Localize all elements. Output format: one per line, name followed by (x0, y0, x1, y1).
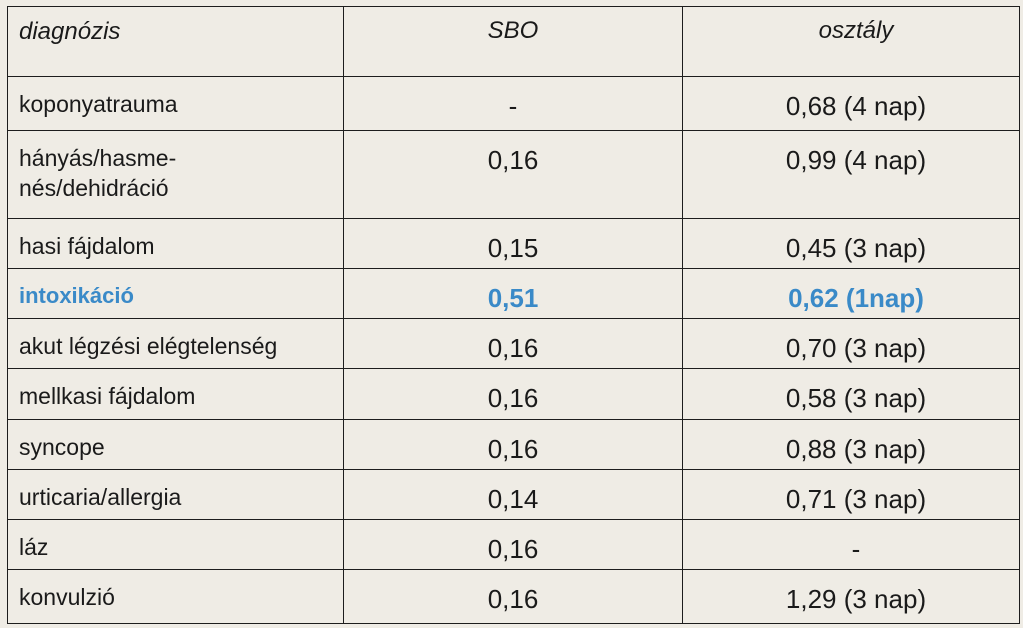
diagnosis-cell: hasi fájdalom (7, 218, 344, 270)
table-row: urticaria/allergia 0,14 0,71 (3 nap) (7, 468, 1020, 520)
osztaly-cell: 0,70 (3 nap) (682, 318, 1020, 370)
osztaly-cell: - (682, 518, 1020, 570)
diagnosis-cell: akut légzési elégtelenség (7, 318, 344, 370)
diagnosis-line: nés/dehidráció (19, 175, 169, 202)
sbo-cell: 0,16 (343, 318, 683, 370)
diagnosis-cell: hányás/hasme- nés/dehidráció (7, 130, 344, 220)
table-row: hasi fájdalom 0,15 0,45 (3 nap) (7, 218, 1020, 270)
sbo-cell: 0,16 (343, 518, 683, 570)
sbo-cell: 0,16 (343, 130, 683, 220)
sbo-cell: - (343, 75, 683, 132)
diagnosis-line: hányás/hasme- (19, 145, 177, 172)
osztaly-cell: 0,88 (3 nap) (682, 418, 1020, 470)
diagnosis-cell: láz (7, 518, 344, 570)
table-row-highlighted: intoxikáció 0,51 0,62 (1nap) (7, 268, 1020, 320)
diagnosis-cell: konvulzió (7, 568, 344, 625)
header-osztaly: osztály (682, 6, 1020, 77)
table-row: koponyatrauma - 0,68 (4 nap) (7, 75, 1020, 132)
diagnosis-cell: urticaria/allergia (7, 468, 344, 520)
table-row: láz 0,16 - (7, 518, 1020, 570)
diagnosis-cell: intoxikáció (7, 268, 344, 320)
diagnosis-cell: syncope (7, 418, 344, 470)
table-row: hányás/hasme- nés/dehidráció 0,16 0,99 (… (7, 130, 1020, 220)
osztaly-cell: 0,68 (4 nap) (682, 75, 1020, 132)
diagnosis-cell: koponyatrauma (7, 75, 344, 132)
sbo-cell: 0,15 (343, 218, 683, 270)
header-diagnosis: diagnózis (7, 6, 344, 77)
sbo-cell: 0,16 (343, 418, 683, 470)
table-row: akut légzési elégtelenség 0,16 0,70 (3 n… (7, 318, 1020, 370)
osztaly-cell: 0,45 (3 nap) (682, 218, 1020, 270)
table-row: syncope 0,16 0,88 (3 nap) (7, 418, 1020, 470)
sbo-cell: 0,51 (343, 268, 683, 320)
header-sbo: SBO (343, 6, 683, 77)
table-header-row: diagnózis SBO osztály (7, 6, 1020, 77)
diagnosis-table: diagnózis SBO osztály koponyatrauma - 0,… (7, 6, 1020, 625)
osztaly-cell: 0,62 (1nap) (682, 268, 1020, 320)
osztaly-cell: 0,99 (4 nap) (682, 130, 1020, 220)
table-row: mellkasi fájdalom 0,16 0,58 (3 nap) (7, 368, 1020, 420)
osztaly-cell: 1,29 (3 nap) (682, 568, 1020, 625)
sbo-cell: 0,14 (343, 468, 683, 520)
sbo-cell: 0,16 (343, 368, 683, 420)
sbo-cell: 0,16 (343, 568, 683, 625)
osztaly-cell: 0,58 (3 nap) (682, 368, 1020, 420)
diagnosis-cell: mellkasi fájdalom (7, 368, 344, 420)
osztaly-cell: 0,71 (3 nap) (682, 468, 1020, 520)
table-row: konvulzió 0,16 1,29 (3 nap) (7, 568, 1020, 625)
